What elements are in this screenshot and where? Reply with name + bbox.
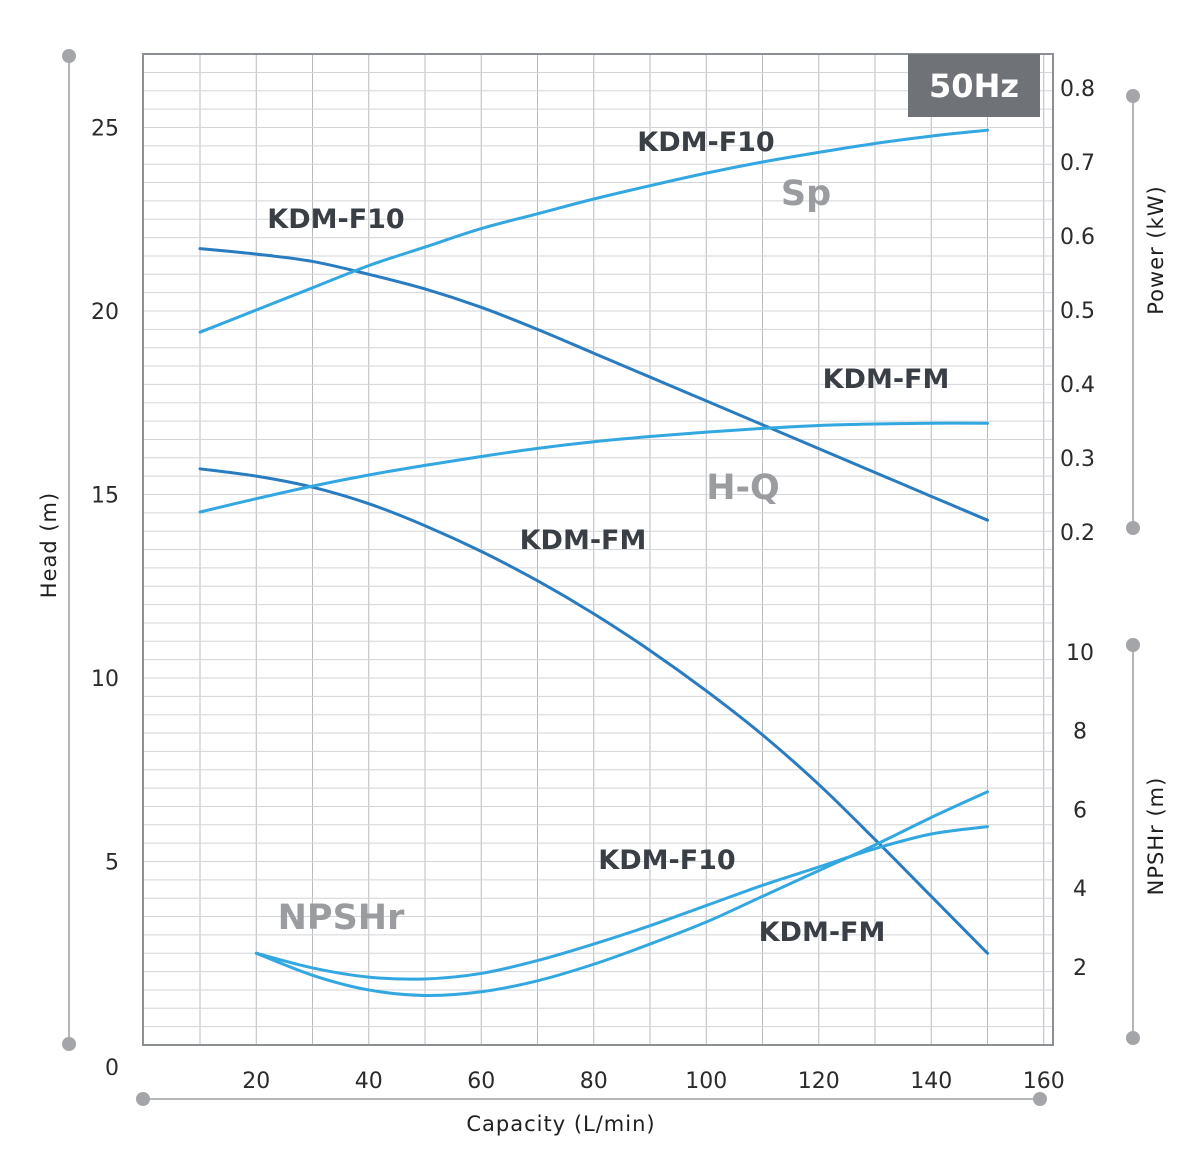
x-tick-label: 40	[355, 1069, 383, 1094]
x-tick-label: 20	[242, 1069, 270, 1094]
power-tick-label: 0.4	[1060, 373, 1095, 398]
head-axis-bracket-dot-top	[62, 49, 76, 63]
x-axis-title: Capacity (L/min)	[466, 1112, 655, 1136]
curve-sp-kdm-fm	[198, 421, 989, 514]
power-axis-bracket-dot-bottom	[1126, 521, 1140, 535]
head-axis-bracket-dot-bottom	[62, 1037, 76, 1051]
curve-h-q-kdm-fm	[198, 467, 989, 955]
x-tick-label: 0	[105, 1056, 119, 1081]
power-axis-bracket-dot-top	[1126, 89, 1140, 103]
curve-npshr-kdm-fm	[254, 790, 989, 997]
npshr-tick-label: 6	[1073, 798, 1087, 823]
power-axis-title: Power (kW)	[1144, 185, 1168, 314]
x-tick-label: 160	[1023, 1069, 1065, 1094]
x-tick-label: 100	[685, 1069, 727, 1094]
power-tick-label: 0.6	[1060, 225, 1095, 250]
label-hq-kdm-fm: KDM-FM	[520, 525, 647, 556]
head-axis-title: Head (m)	[37, 492, 61, 598]
group-label-hq: H-Q	[706, 468, 780, 508]
tick-labels: 0 20 40 60 80 100 120 140 160 5 10 15 20 25 0.2 0.3 0.4 0…	[91, 77, 1095, 1094]
npshr-axis-bracket-dot-bottom	[1126, 1031, 1140, 1045]
npshr-axis-bracket-dot-top	[1126, 638, 1140, 652]
x-tick-label: 140	[910, 1069, 952, 1094]
power-tick-label: 0.2	[1060, 521, 1095, 546]
grid	[143, 53, 1053, 1046]
x-tick-label: 120	[798, 1069, 840, 1094]
x-tick-label: 60	[467, 1069, 495, 1094]
capacity-axis-bracket-dot-left	[136, 1092, 150, 1106]
capacity-axis-bracket-dot-right	[1033, 1092, 1047, 1106]
group-label-npshr: NPSHr	[278, 898, 405, 938]
label-npshr-kdm-f10: KDM-F10	[598, 845, 735, 876]
frequency-badge-text: 50Hz	[929, 67, 1019, 105]
x-tick-label: 80	[580, 1069, 608, 1094]
head-tick-label: 10	[91, 667, 119, 692]
npshr-tick-label: 2	[1073, 956, 1087, 981]
npshr-axis-title: NPSHr (m)	[1144, 777, 1168, 896]
label-hq-kdm-f10: KDM-F10	[267, 204, 404, 235]
curves	[198, 128, 989, 997]
label-npshr-kdm-fm: KDM-FM	[759, 917, 886, 948]
head-tick-label: 25	[91, 117, 119, 142]
curve-sp-kdm-f10	[198, 128, 989, 334]
power-tick-label: 0.8	[1060, 77, 1095, 102]
curve-h-q-kdm-f10	[198, 247, 989, 522]
npshr-tick-label: 8	[1073, 720, 1087, 745]
label-sp-kdm-fm: KDM-FM	[823, 364, 950, 395]
npshr-tick-label: 4	[1073, 877, 1087, 902]
head-tick-label: 15	[91, 484, 119, 509]
label-sp-kdm-f10: KDM-F10	[637, 127, 774, 158]
power-tick-label: 0.5	[1060, 299, 1095, 324]
group-label-sp: Sp	[781, 174, 831, 214]
plot-frame	[142, 53, 1054, 1046]
curve-npshr-kdm-f10	[254, 825, 989, 981]
head-tick-label: 5	[105, 851, 119, 876]
head-tick-label: 20	[91, 300, 119, 325]
power-tick-label: 0.7	[1060, 151, 1095, 176]
frequency-badge	[908, 54, 1040, 117]
npshr-tick-label: 10	[1066, 641, 1094, 666]
power-tick-label: 0.3	[1060, 447, 1095, 472]
